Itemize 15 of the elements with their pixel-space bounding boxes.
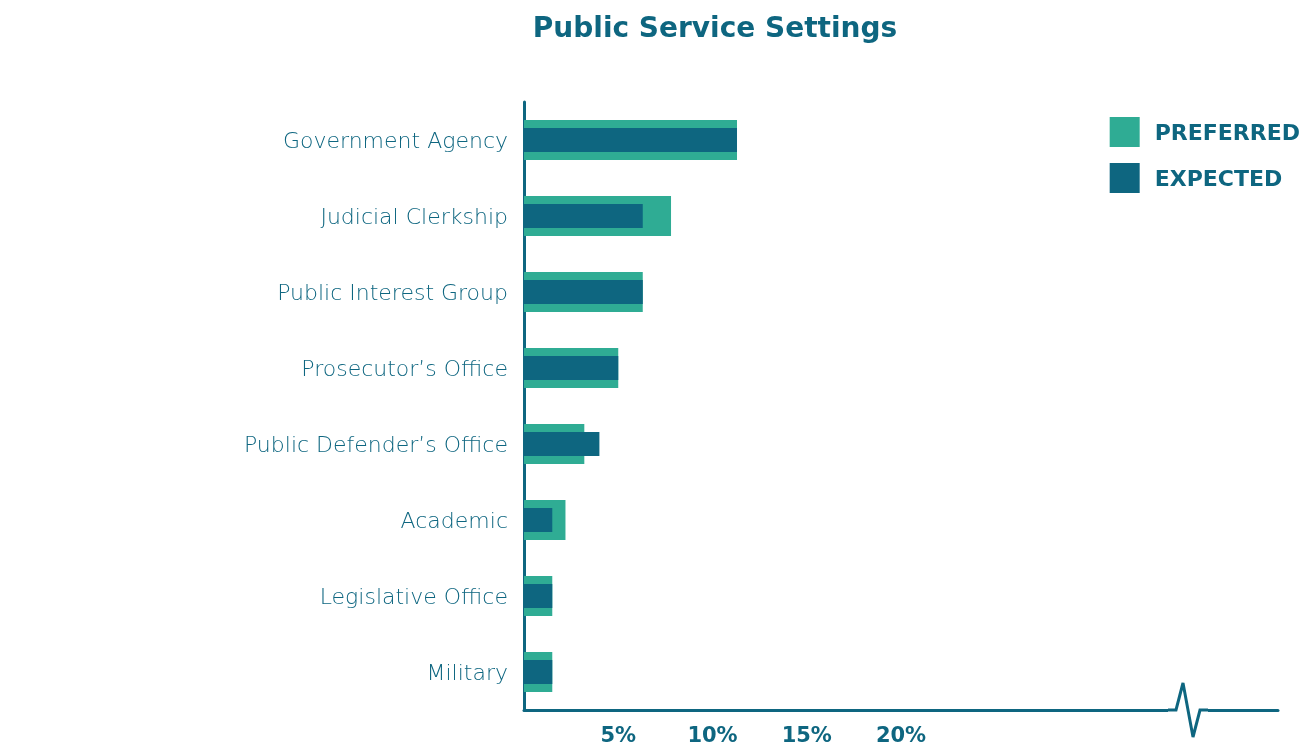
y-tick-label: Judicial Clerkship: [320, 203, 508, 229]
x-tick-label: 10%: [687, 722, 738, 747]
x-tick-label: 15%: [781, 722, 832, 747]
x-tick-label: 5%: [600, 722, 637, 747]
y-tick-label: Public Defender’s Office: [243, 431, 508, 457]
y-tick-label: Academic: [400, 507, 508, 533]
legend-label: PREFERRED: [1154, 119, 1301, 145]
chart-title: Public Service Settings: [532, 10, 898, 44]
y-tick-label: Legislative Office: [319, 583, 508, 609]
legend-label: EXPECTED: [1154, 165, 1283, 191]
y-tick-label: Public Interest Group: [277, 279, 508, 305]
y-tick-label: Government Agency: [282, 127, 508, 153]
y-tick-label: Military: [426, 659, 508, 685]
x-tick-label: 20%: [875, 722, 927, 747]
y-tick-label: Prosecutor’s Office: [301, 355, 508, 381]
